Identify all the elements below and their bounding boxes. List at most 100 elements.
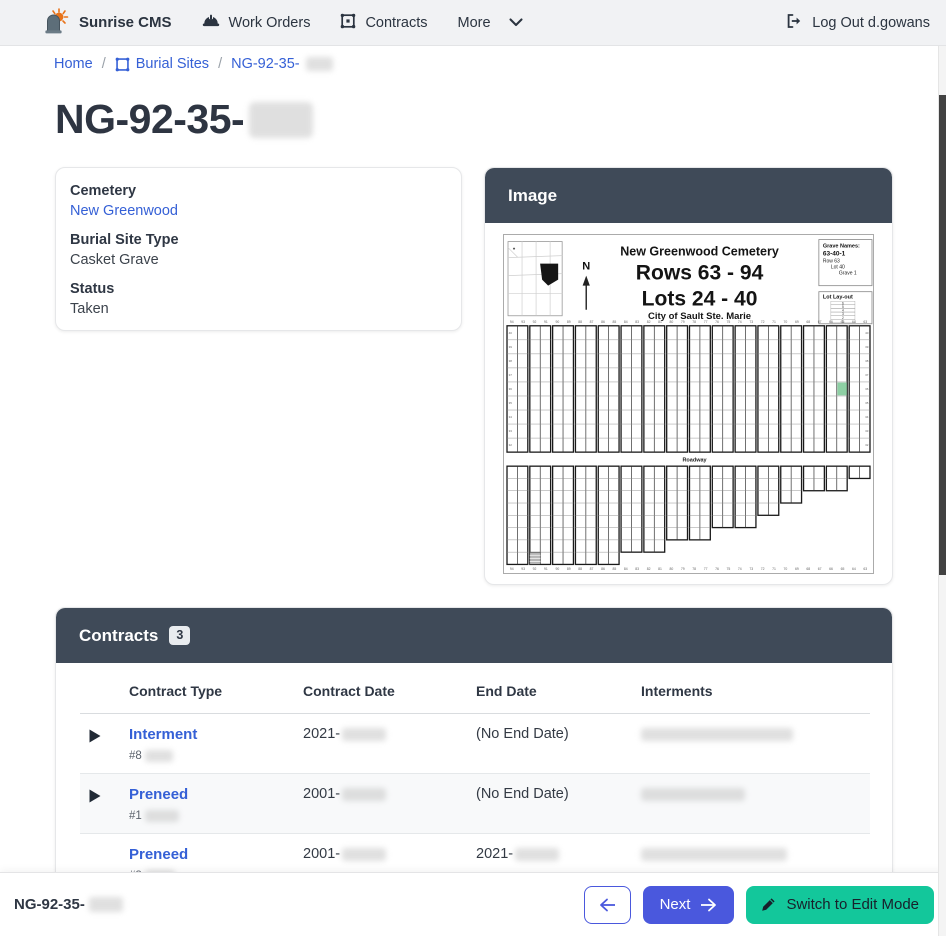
- svg-text:32: 32: [865, 443, 869, 447]
- svg-text:76: 76: [715, 567, 719, 571]
- interments-cell: [641, 773, 870, 834]
- previous-button[interactable]: [583, 885, 631, 924]
- breadcrumb-current[interactable]: NG-92-35-: [231, 56, 333, 72]
- burial-site-type-label: Burial Site Type: [70, 232, 179, 248]
- redacted-text: [88, 897, 123, 912]
- nav-work-orders-label: Work Orders: [228, 14, 311, 31]
- next-button-label: Next: [659, 896, 691, 913]
- contract-type-link[interactable]: Interment: [129, 726, 198, 743]
- svg-text:70: 70: [784, 567, 788, 571]
- hard-hat-icon: [202, 13, 220, 32]
- nav-more-label: More: [457, 14, 491, 31]
- redacted-text: [342, 727, 387, 741]
- scrollbar-track[interactable]: [938, 46, 946, 936]
- svg-text:74: 74: [738, 567, 742, 571]
- top-navbar: Sunrise CMS Work Orders Contracts: [0, 0, 946, 46]
- svg-text:63: 63: [863, 567, 867, 571]
- next-button[interactable]: Next: [642, 885, 735, 924]
- cemetery-link[interactable]: New Greenwood: [70, 203, 178, 219]
- svg-text:Grave Names:: Grave Names:: [823, 244, 860, 250]
- image-card-header: Image: [485, 168, 892, 223]
- svg-text:90: 90: [555, 567, 559, 571]
- svg-text:73: 73: [749, 320, 753, 324]
- svg-text:79: 79: [681, 320, 685, 324]
- svg-text:4: 4: [842, 309, 844, 313]
- svg-text:94: 94: [510, 567, 514, 571]
- svg-text:63: 63: [863, 320, 867, 324]
- redacted-text: [342, 787, 387, 801]
- switch-to-edit-mode-button[interactable]: Switch to Edit Mode: [746, 885, 934, 924]
- nav-work-orders[interactable]: Work Orders: [202, 13, 311, 32]
- svg-text:79: 79: [681, 567, 685, 571]
- nav-more[interactable]: More: [458, 15, 523, 31]
- svg-text:88: 88: [578, 567, 582, 571]
- svg-text:85: 85: [612, 567, 616, 571]
- pencil-icon: [761, 897, 776, 912]
- app-brand[interactable]: Sunrise CMS: [42, 7, 172, 38]
- footer-site-title: NG-92-35-: [14, 896, 123, 913]
- redacted-text: [305, 57, 333, 71]
- svg-text:37: 37: [509, 373, 513, 377]
- contract-row[interactable]: Interment #8 2021- (No End Date): [80, 713, 870, 774]
- svg-text:2: 2: [842, 316, 844, 320]
- contract-date-cell: 2001-: [303, 773, 476, 834]
- svg-text:70: 70: [784, 320, 788, 324]
- burial-plot-icon: [115, 57, 130, 72]
- svg-text:80: 80: [670, 567, 674, 571]
- svg-text:75: 75: [727, 567, 731, 571]
- svg-text:64: 64: [852, 567, 856, 571]
- col-end-date: End Date: [476, 663, 641, 714]
- svg-text:92: 92: [533, 320, 537, 324]
- redacted-text: [342, 847, 387, 861]
- svg-text:89: 89: [567, 320, 571, 324]
- svg-text:86: 86: [601, 320, 605, 324]
- contracts-table: Contract Type Contract Date End Date Int…: [80, 663, 870, 894]
- svg-text:90: 90: [555, 320, 559, 324]
- svg-text:83: 83: [635, 567, 639, 571]
- svg-text:63-40-1: 63-40-1: [823, 251, 846, 258]
- svg-text:32: 32: [509, 443, 513, 447]
- breadcrumb-separator: /: [218, 56, 223, 72]
- redacted-text: [249, 101, 314, 138]
- svg-text:76: 76: [715, 320, 719, 324]
- cemetery-map-image[interactable]: N New Greenwood Cemetery Rows 63 - 94 Lots …: [503, 234, 874, 574]
- logout-button[interactable]: Log Out d.gowans: [786, 13, 930, 33]
- redacted-text: [515, 847, 560, 861]
- svg-text:67: 67: [818, 567, 822, 571]
- contracts-card-title: Contracts: [79, 625, 159, 645]
- svg-text:39: 39: [865, 345, 869, 349]
- svg-text:40: 40: [509, 331, 513, 335]
- svg-text:64: 64: [852, 320, 856, 324]
- contract-type-link[interactable]: Preneed: [129, 786, 189, 803]
- contracts-table-header-row: Contract Type Contract Date End Date Int…: [80, 663, 870, 714]
- svg-text:N: N: [582, 261, 590, 273]
- svg-text:88: 88: [578, 320, 582, 324]
- svg-text:86: 86: [601, 567, 605, 571]
- svg-text:1: 1: [842, 319, 844, 323]
- breadcrumb-burial-sites[interactable]: Burial Sites: [115, 56, 209, 72]
- breadcrumb: Home / Burial Sites / NG-92-35-: [54, 56, 333, 72]
- contract-row[interactable]: Preneed #1 2001- (No End Date): [80, 773, 870, 834]
- redacted-text: [641, 727, 793, 741]
- play-icon: [89, 729, 101, 747]
- scrollbar-thumb[interactable]: [939, 95, 946, 575]
- svg-text:85: 85: [612, 320, 616, 324]
- breadcrumb-home[interactable]: Home: [54, 56, 93, 72]
- svg-text:5: 5: [842, 305, 844, 309]
- status-value: Taken: [70, 301, 109, 317]
- svg-text:New Greenwood Cemetery: New Greenwood Cemetery: [620, 245, 779, 259]
- svg-text:75: 75: [727, 320, 731, 324]
- svg-text:80: 80: [670, 320, 674, 324]
- svg-text:36: 36: [509, 387, 513, 391]
- svg-text:35: 35: [865, 401, 869, 405]
- play-icon: [89, 789, 101, 807]
- nav-contracts[interactable]: Contracts: [340, 13, 428, 33]
- redacted-text: [144, 810, 179, 822]
- svg-text:40: 40: [865, 331, 869, 335]
- svg-text:65: 65: [841, 320, 845, 324]
- svg-text:66: 66: [829, 567, 833, 571]
- svg-text:Roadway: Roadway: [682, 458, 707, 464]
- svg-text:74: 74: [738, 320, 742, 324]
- contract-type-link[interactable]: Preneed: [129, 846, 189, 863]
- svg-text:69: 69: [795, 567, 799, 571]
